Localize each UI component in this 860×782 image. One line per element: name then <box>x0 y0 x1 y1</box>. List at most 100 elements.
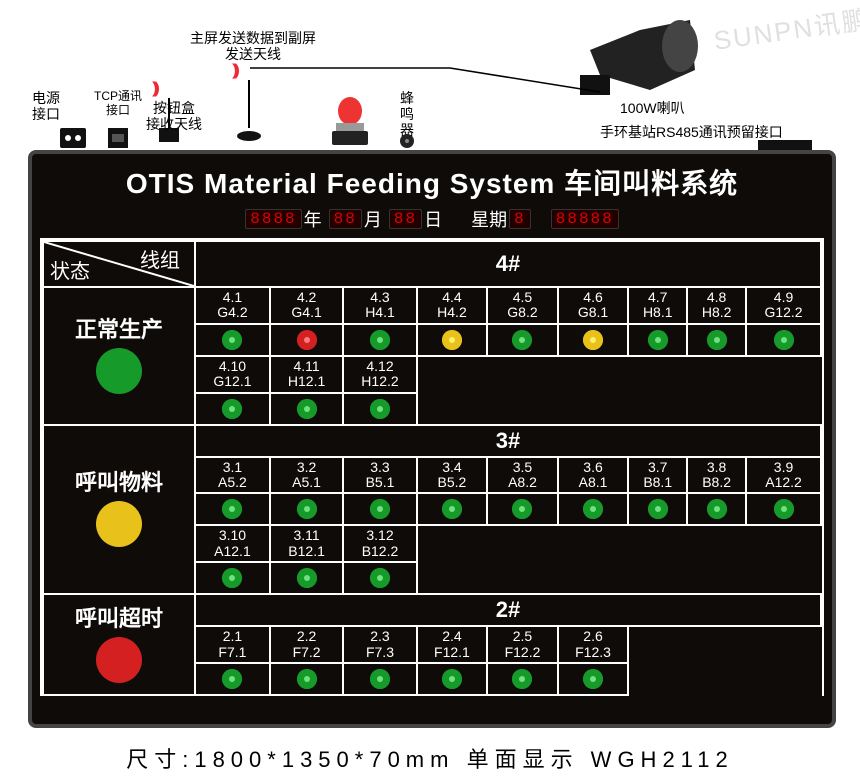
empty-cell <box>687 663 746 695</box>
status-1: 呼叫物料 <box>43 425 195 595</box>
seg-extra: 88888 <box>551 209 619 229</box>
footer-note: 尺寸:1800*1350*70mm 单面显示 WGH2112 <box>0 742 860 774</box>
station-cell: 2.4F12.1 <box>417 626 488 663</box>
empty-cell <box>746 356 821 393</box>
lbl-week: 星期 <box>471 210 507 230</box>
station-led <box>195 324 270 356</box>
lbl-day: 日 <box>424 210 442 230</box>
station-led <box>558 493 629 525</box>
station-led <box>558 663 629 695</box>
station-cell: 3.3B5.1 <box>343 457 416 494</box>
station-cell: 4.7H8.1 <box>628 287 687 324</box>
station-cell: 3.2A5.1 <box>270 457 343 494</box>
station-led <box>195 663 270 695</box>
station-cell: 3.11B12.1 <box>270 525 343 562</box>
hdr-status: 状态 <box>50 255 90 284</box>
empty-cell <box>417 356 488 393</box>
station-led <box>270 562 343 594</box>
device-buzzer <box>398 134 416 148</box>
empty-cell <box>417 525 488 562</box>
label-tcp: TCP通讯接口 <box>94 90 142 118</box>
station-led <box>687 324 746 356</box>
station-cell: 4.10G12.1 <box>195 356 270 393</box>
empty-cell <box>628 393 687 425</box>
empty-cell <box>746 626 821 663</box>
station-cell: 3.1A5.2 <box>195 457 270 494</box>
lbl-year: 年 <box>304 210 322 230</box>
seg-day: 88 <box>389 209 422 229</box>
seg-week: 8 <box>509 209 531 229</box>
empty-cell <box>628 356 687 393</box>
status-grid: 线组状态4#正常生产4.1G4.24.2G4.14.3H4.14.4H4.24.… <box>40 238 824 696</box>
empty-cell <box>746 393 821 425</box>
label-txant: 主屏发送数据到副屏发送天线 <box>190 30 316 62</box>
station-led <box>487 493 558 525</box>
station-cell: 2.1F7.1 <box>195 626 270 663</box>
station-cell: 4.8H8.2 <box>687 287 746 324</box>
empty-cell <box>558 562 629 594</box>
station-cell: 3.4B5.2 <box>417 457 488 494</box>
station-cell: 4.12H12.2 <box>343 356 416 393</box>
seg-month: 88 <box>329 209 362 229</box>
empty-cell <box>487 525 558 562</box>
empty-cell <box>628 525 687 562</box>
empty-cell <box>558 356 629 393</box>
station-cell: 3.7B8.1 <box>628 457 687 494</box>
station-led <box>628 324 687 356</box>
station-cell: 4.4H4.2 <box>417 287 488 324</box>
station-led <box>270 393 343 425</box>
empty-cell <box>687 626 746 663</box>
station-led <box>628 493 687 525</box>
station-cell: 4.11H12.1 <box>270 356 343 393</box>
station-cell: 2.5F12.2 <box>487 626 558 663</box>
seg-year: 8888 <box>245 209 301 229</box>
station-led <box>746 493 821 525</box>
station-cell: 3.5A8.2 <box>487 457 558 494</box>
station-led <box>417 493 488 525</box>
station-led <box>343 562 416 594</box>
station-cell: 4.1G4.2 <box>195 287 270 324</box>
empty-cell <box>558 393 629 425</box>
group-title-1: 3# <box>195 425 821 457</box>
station-cell: 3.8B8.2 <box>687 457 746 494</box>
station-led <box>487 663 558 695</box>
empty-cell <box>487 562 558 594</box>
lbl-month: 月 <box>364 210 382 230</box>
station-led <box>270 663 343 695</box>
station-led <box>417 324 488 356</box>
station-led <box>487 324 558 356</box>
station-cell: 2.6F12.3 <box>558 626 629 663</box>
group-title-0: 4# <box>195 241 821 287</box>
empty-cell <box>628 626 687 663</box>
station-led <box>343 493 416 525</box>
label-speaker: 100W喇叭 <box>620 100 685 116</box>
empty-cell <box>558 525 629 562</box>
station-led <box>746 324 821 356</box>
device-warning-lamp <box>330 95 370 149</box>
station-cell: 4.3H4.1 <box>343 287 416 324</box>
station-led <box>558 324 629 356</box>
board-title: OTIS Material Feeding System 车间叫料系统 <box>32 154 832 202</box>
station-led <box>195 493 270 525</box>
empty-cell <box>687 356 746 393</box>
station-cell: 3.12B12.2 <box>343 525 416 562</box>
empty-cell <box>487 356 558 393</box>
led-board: OTIS Material Feeding System 车间叫料系统 8888… <box>28 150 836 728</box>
empty-cell <box>417 393 488 425</box>
empty-cell <box>746 663 821 695</box>
station-led <box>687 493 746 525</box>
label-power: 电源接口 <box>32 90 60 122</box>
empty-cell <box>687 525 746 562</box>
empty-cell <box>628 562 687 594</box>
station-cell: 4.5G8.2 <box>487 287 558 324</box>
station-cell: 2.3F7.3 <box>343 626 416 663</box>
empty-cell <box>687 393 746 425</box>
status-2: 呼叫超时 <box>43 594 195 695</box>
empty-cell <box>628 663 687 695</box>
station-led <box>270 493 343 525</box>
status-0: 正常生产 <box>43 287 195 425</box>
top-devices: 电源接口 TCP通讯接口 ))) 按钮盒接收天线 ))) 主屏发送数据到副屏发送… <box>0 0 860 150</box>
cable <box>250 62 610 102</box>
station-cell: 4.2G4.1 <box>270 287 343 324</box>
station-cell: 3.10A12.1 <box>195 525 270 562</box>
